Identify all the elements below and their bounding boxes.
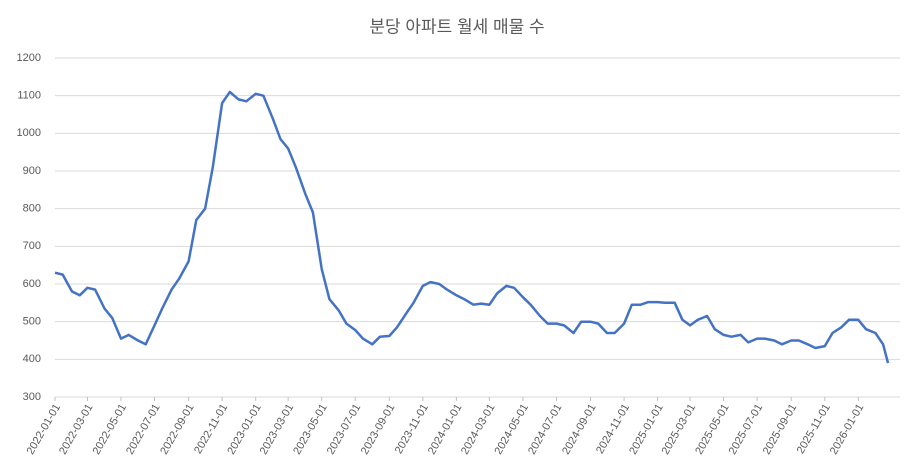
y-tick-label: 1000 [17, 127, 41, 139]
x-tick-label: 2024-05-01 [492, 402, 531, 457]
x-tick-label: 2023-03-01 [258, 402, 297, 457]
x-tick-label: 2022-11-01 [192, 402, 230, 456]
y-tick-label: 300 [23, 391, 41, 403]
y-tick-label: 500 [23, 316, 41, 328]
chart-title: 분당 아파트 월세 매물 수 [369, 17, 544, 36]
x-tick-label: 2024-01-01 [426, 402, 465, 457]
x-tick-label: 2024-03-01 [459, 402, 498, 457]
y-tick-label: 600 [23, 278, 41, 290]
x-tick-label: 2025-07-01 [727, 402, 766, 457]
y-tick-label: 1200 [17, 52, 41, 64]
y-tick-label: 700 [23, 240, 41, 252]
x-tick-label: 2023-05-01 [291, 402, 330, 457]
y-tick-label: 1100 [17, 90, 41, 102]
y-tick-label: 400 [23, 353, 41, 365]
x-tick-label: 2022-03-01 [57, 402, 96, 457]
x-tick-label: 2024-09-01 [560, 402, 599, 457]
x-tick-label: 2024-11-01 [594, 402, 632, 456]
x-tick-label: 2023-09-01 [359, 402, 398, 457]
x-tick-label: 2026-01-01 [828, 402, 867, 457]
data-line [54, 90, 890, 364]
x-tick-label: 2025-05-01 [693, 402, 732, 457]
x-tick-label: 2023-11-01 [393, 402, 431, 456]
x-tick-label: 2022-09-01 [158, 402, 197, 457]
x-tick-label: 2022-05-01 [91, 402, 130, 457]
x-tick-label: 2025-11-01 [795, 402, 833, 456]
x-tick-label: 2025-03-01 [660, 402, 699, 457]
y-tick-label: 900 [23, 165, 41, 177]
x-tick-label: 2023-07-01 [325, 402, 364, 457]
x-tick-label: 2022-07-01 [124, 402, 163, 457]
y-tick-label: 800 [23, 203, 41, 215]
x-tick-label: 2024-07-01 [526, 402, 565, 457]
x-tick-label: 2025-09-01 [761, 402, 800, 457]
